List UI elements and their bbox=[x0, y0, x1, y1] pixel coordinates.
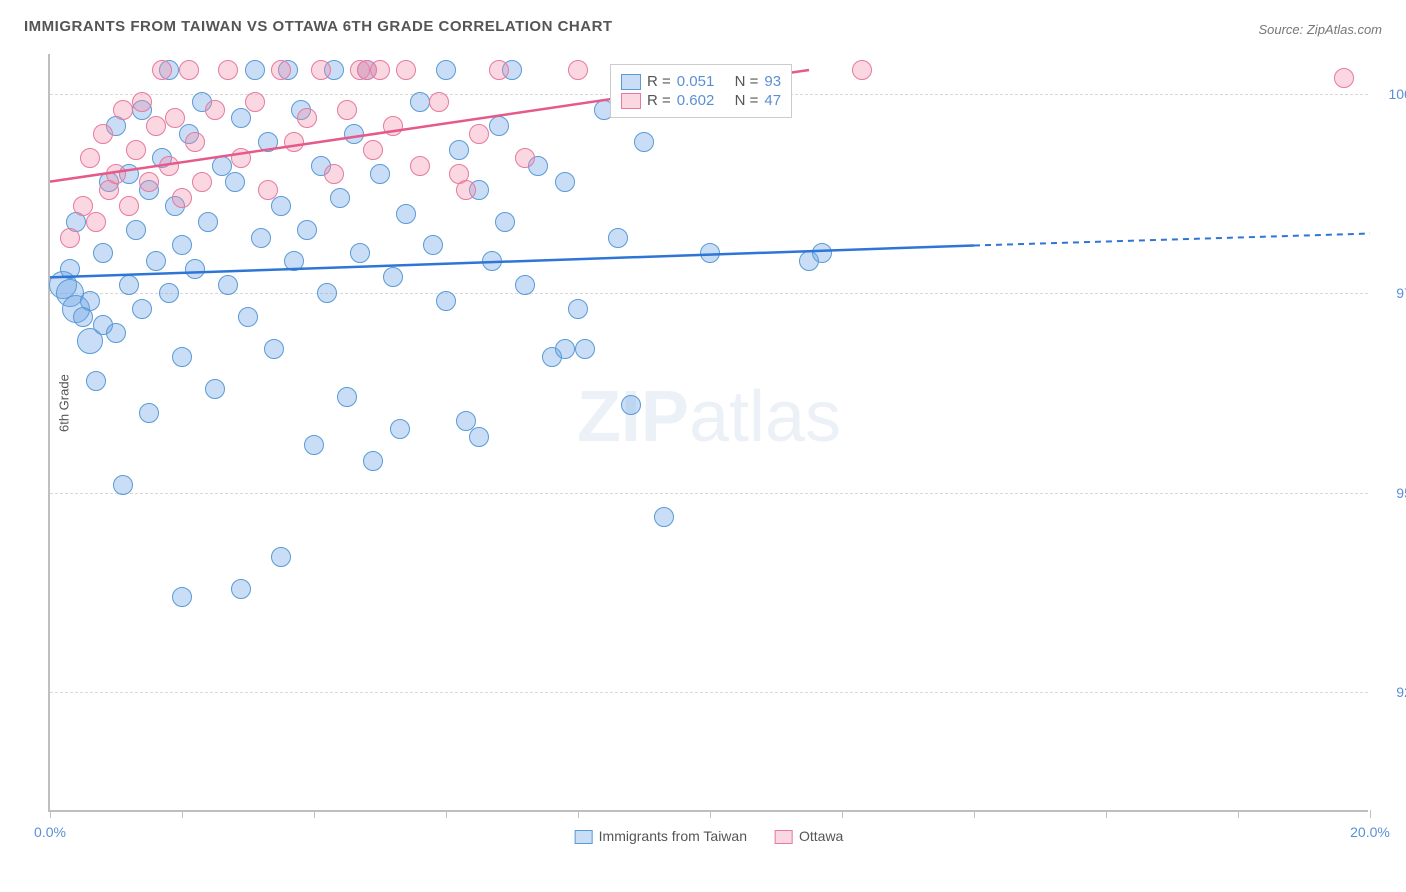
y-tick-label: 97.5% bbox=[1396, 285, 1406, 301]
x-tick bbox=[710, 810, 711, 818]
regression-lines bbox=[50, 54, 1368, 810]
x-tick bbox=[842, 810, 843, 818]
legend-r-label: R = bbox=[647, 92, 671, 109]
x-tick bbox=[50, 810, 51, 818]
x-tick bbox=[1106, 810, 1107, 818]
x-tick-label: 0.0% bbox=[34, 824, 66, 840]
legend-r-label: R = bbox=[647, 73, 671, 90]
legend-n-taiwan: 93 bbox=[764, 73, 781, 90]
legend-swatch-taiwan bbox=[621, 74, 641, 90]
y-tick-label: 92.5% bbox=[1396, 684, 1406, 700]
x-tick bbox=[446, 810, 447, 818]
legend-row-taiwan: R = 0.051 N = 93 bbox=[621, 73, 781, 90]
regression-line bbox=[50, 245, 974, 277]
bottom-swatch-ottawa bbox=[775, 830, 793, 844]
bottom-legend: Immigrants from Taiwan Ottawa bbox=[575, 828, 844, 844]
x-tick bbox=[314, 810, 315, 818]
x-tick bbox=[182, 810, 183, 818]
legend-row-ottawa: R = 0.602 N = 47 bbox=[621, 92, 781, 109]
chart-title: IMMIGRANTS FROM TAIWAN VS OTTAWA 6TH GRA… bbox=[24, 18, 613, 35]
legend-n-ottawa: 47 bbox=[764, 92, 781, 109]
legend-r-ottawa: 0.602 bbox=[677, 92, 715, 109]
legend-n-label: N = bbox=[735, 73, 759, 90]
x-tick-label: 20.0% bbox=[1350, 824, 1390, 840]
bottom-legend-label-ottawa: Ottawa bbox=[799, 828, 843, 844]
plot-area: 6th Grade ZIPatlas 92.5%95.0%97.5%100.0%… bbox=[48, 54, 1368, 812]
source-credit: Source: ZipAtlas.com bbox=[1258, 22, 1382, 37]
bottom-swatch-taiwan bbox=[575, 830, 593, 844]
bottom-legend-item-ottawa: Ottawa bbox=[775, 828, 843, 844]
legend-r-taiwan: 0.051 bbox=[677, 73, 715, 90]
bottom-legend-label-taiwan: Immigrants from Taiwan bbox=[599, 828, 747, 844]
x-tick bbox=[578, 810, 579, 818]
legend-swatch-ottawa bbox=[621, 93, 641, 109]
bottom-legend-item-taiwan: Immigrants from Taiwan bbox=[575, 828, 747, 844]
legend-n-label: N = bbox=[735, 92, 759, 109]
y-tick-label: 100.0% bbox=[1389, 86, 1406, 102]
x-tick bbox=[1238, 810, 1239, 818]
regression-line-dashed bbox=[974, 234, 1370, 246]
x-tick bbox=[974, 810, 975, 818]
x-tick bbox=[1370, 810, 1371, 818]
y-tick-label: 95.0% bbox=[1396, 485, 1406, 501]
legend-box: R = 0.051 N = 93 R = 0.602 N = 47 bbox=[610, 64, 792, 118]
